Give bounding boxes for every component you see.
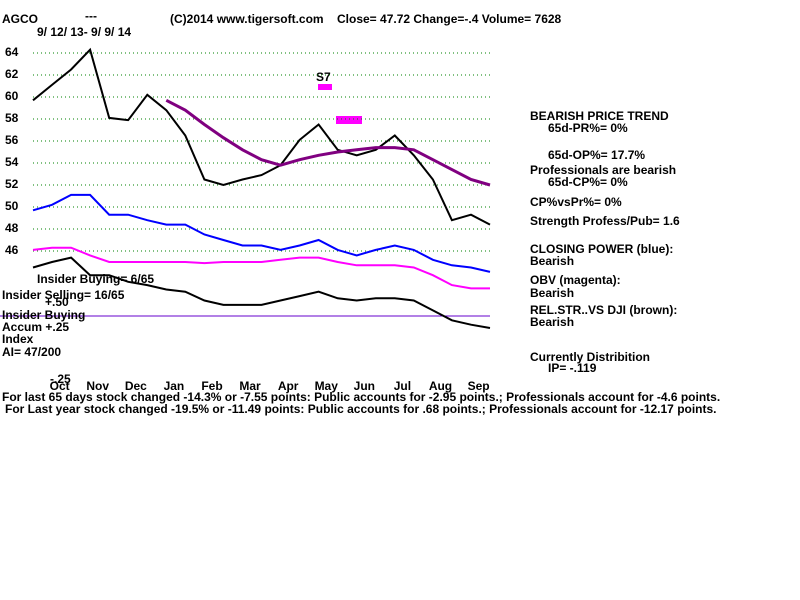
left-note: AI= 47/200 — [2, 345, 61, 359]
x-tick-label: Apr — [278, 379, 299, 393]
right-note: 65d-PR%= 0% — [548, 121, 628, 135]
left-note: Accum +.25 — [2, 320, 69, 334]
series-line — [32, 193, 491, 273]
subtitle: 9/ 12/ 13- 9/ 9/ 14 — [37, 25, 131, 39]
left-note: Insider Buying — [2, 308, 85, 322]
series-line — [32, 47, 491, 226]
signal-marker — [336, 116, 362, 124]
y-tick-label: 58 — [5, 111, 19, 125]
footer: For last 65 days stock changed -14.3% or… — [2, 390, 720, 404]
right-note: Bearish — [530, 286, 574, 300]
x-tick-label: Mar — [239, 379, 261, 393]
source: (C)2014 www.tigersoft.com — [170, 12, 324, 26]
x-tick-label: Feb — [201, 379, 222, 393]
right-note: Bearish — [530, 254, 574, 268]
x-tick-label: Jul — [394, 379, 411, 393]
x-tick-label: May — [315, 379, 339, 393]
series-line — [32, 246, 490, 290]
left-note: +.50 — [45, 295, 69, 309]
right-note: Strength Profess/Pub= 1.6 — [530, 214, 680, 228]
right-note: IP= -.119 — [548, 361, 597, 375]
y-tick-label: 46 — [5, 243, 19, 257]
series-line — [165, 98, 491, 187]
x-tick-label: Sep — [468, 379, 490, 393]
left-note: -.25 — [50, 372, 71, 386]
left-note: Index — [2, 332, 34, 346]
x-tick-label: Jun — [354, 379, 375, 393]
right-note: Bearish — [530, 315, 574, 329]
right-note: 65d-OP%= 17.7% — [548, 148, 645, 162]
y-tick-label: 62 — [5, 67, 19, 81]
x-tick-label: Oct — [50, 379, 70, 393]
left-note: Insider Buying= 6/65 — [37, 272, 154, 286]
x-tick-label: Jan — [164, 379, 185, 393]
y-tick-label: 48 — [5, 221, 19, 235]
signal: S7 — [316, 70, 331, 84]
y-tick-label: 54 — [5, 155, 19, 169]
x-tick-label: Nov — [86, 379, 109, 393]
signal-marker — [318, 84, 332, 90]
y-tick-label: 60 — [5, 89, 19, 103]
y-tick-label: 64 — [5, 45, 19, 59]
y-tick-label: 50 — [5, 199, 19, 213]
title-mark: --- — [85, 9, 97, 23]
legend-label: OBV (magenta): — [530, 273, 621, 287]
right-note: 65d-CP%= 0% — [548, 175, 628, 189]
legend-label: REL.STR..VS DJI (brown): — [530, 303, 677, 317]
footer: For Last year stock changed -19.5% or -1… — [5, 402, 717, 416]
right-note: BEARISH PRICE TREND — [530, 109, 669, 123]
chart-title: AGCO — [2, 12, 38, 26]
legend-label: CLOSING POWER (blue): — [530, 242, 673, 256]
series-line — [32, 256, 491, 329]
right-note: CP%vsPr%= 0% — [530, 195, 622, 209]
right-note: Currently Distribition — [530, 350, 650, 364]
quote: Close= 47.72 Change=-.4 Volume= 7628 — [337, 12, 562, 26]
y-tick-label: 52 — [5, 177, 19, 191]
right-note: Professionals are bearish — [530, 163, 676, 177]
x-tick-label: Dec — [125, 379, 147, 393]
left-note: Insider Selling= 16/65 — [2, 288, 125, 302]
x-tick-label: Aug — [429, 379, 452, 393]
y-tick-label: 56 — [5, 133, 19, 147]
